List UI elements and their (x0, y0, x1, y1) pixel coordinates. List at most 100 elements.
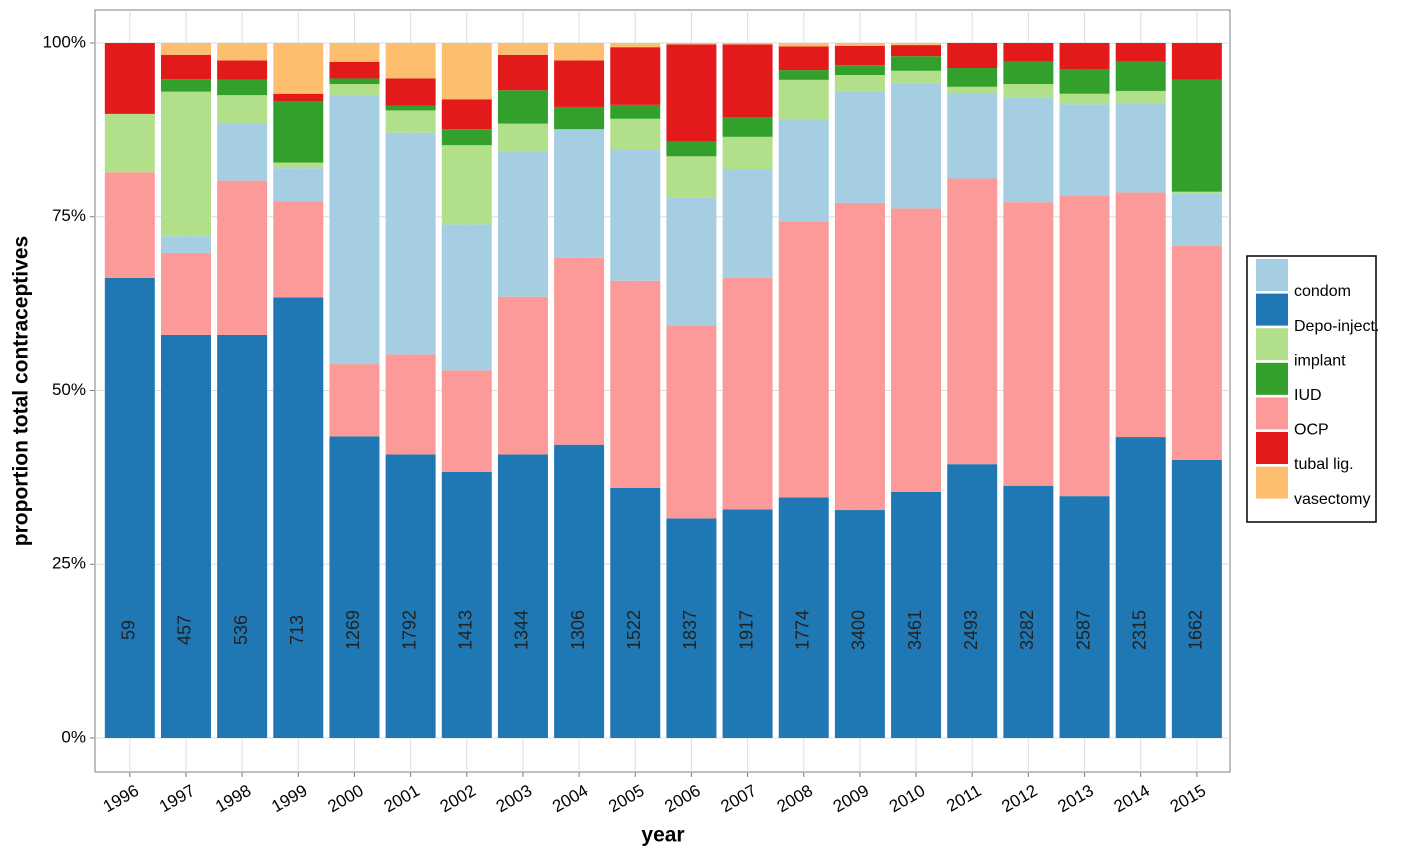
x-tick-label: 2001 (381, 781, 423, 816)
bar-segment (217, 180, 268, 335)
legend-key (1256, 397, 1288, 430)
bar-segment (947, 178, 998, 465)
bar-segment (1003, 43, 1054, 62)
bar-segment (666, 141, 717, 157)
bar-segment (160, 43, 211, 55)
count-label: 1774 (792, 610, 812, 650)
count-label: 2315 (1129, 610, 1149, 650)
bar-segment (329, 84, 380, 96)
bar-segment (497, 454, 548, 738)
x-tick-label: 2002 (437, 781, 479, 816)
bar-segment (1171, 193, 1222, 246)
bar-segment (273, 162, 324, 169)
bar-segment (1003, 485, 1054, 738)
bar-segment (610, 43, 661, 48)
x-tick-label: 2007 (718, 781, 760, 816)
bar-segment (385, 454, 436, 738)
bar-segment (160, 54, 211, 80)
bar-segment (385, 105, 436, 111)
bar-segment (1059, 104, 1110, 196)
bar-segment (834, 510, 885, 738)
count-label: 536 (231, 615, 251, 645)
count-label: 1413 (456, 610, 476, 650)
bar-segment (1059, 195, 1110, 497)
legend-key (1256, 259, 1288, 291)
x-tick-label: 2015 (1167, 781, 1209, 816)
bar-segment (1003, 202, 1054, 486)
bar-segment (441, 370, 492, 472)
legend-label: vasectomy (1294, 491, 1370, 508)
count-label: 3282 (1017, 610, 1037, 650)
bar-segment (160, 91, 211, 237)
bar-segment (947, 86, 998, 94)
bar-segment (497, 54, 548, 91)
bar-segment (104, 172, 155, 278)
bar-segment (834, 91, 885, 203)
bar-segment (778, 70, 829, 80)
bar-segment (1003, 61, 1054, 85)
bar-segment (497, 43, 548, 55)
bar-segment (554, 106, 605, 130)
y-tick-label: 0% (61, 727, 86, 746)
x-tick-label: 2000 (324, 781, 366, 816)
bar-segment (1059, 93, 1110, 105)
bar-segment (610, 47, 661, 105)
legend-key (1256, 362, 1288, 395)
bar-segment (273, 297, 324, 738)
legend-label: condom (1294, 283, 1351, 300)
bar-segment (385, 132, 436, 355)
y-tick-label: 25% (52, 554, 86, 573)
bar-segment (554, 257, 605, 445)
bar-segment (329, 78, 380, 85)
x-tick-label: 2003 (493, 781, 535, 816)
x-tick-label: 2014 (1111, 781, 1153, 816)
legend-key (1256, 466, 1288, 499)
bar-segment (722, 277, 773, 510)
y-tick-label: 50% (52, 380, 86, 399)
bar-segment (778, 221, 829, 498)
bar-segment (385, 110, 436, 133)
bar-segment (666, 325, 717, 519)
bar-segment (722, 43, 773, 45)
bar-segment (778, 43, 829, 47)
legend-label: IUD (1294, 387, 1322, 404)
count-label: 457 (175, 615, 195, 645)
legend-label: tubal lig. (1294, 456, 1354, 473)
count-label: 1344 (512, 610, 532, 650)
bar-segment (722, 44, 773, 118)
bar-segment (1171, 245, 1222, 460)
bar-segment (834, 43, 885, 46)
bar-segment (610, 104, 661, 119)
bar-segment (385, 43, 436, 79)
bar-segment (273, 43, 324, 94)
bar-segment (497, 296, 548, 455)
bar-segment (947, 464, 998, 738)
bar-segment (497, 151, 548, 297)
legend-label: Depo-inject. (1294, 318, 1379, 335)
bar-segment (554, 444, 605, 738)
bar-segment (273, 101, 324, 163)
bar-segment (1003, 84, 1054, 98)
count-label: 1269 (343, 610, 363, 650)
bar-segment (666, 43, 717, 45)
bar-segment (778, 79, 829, 120)
bar-segment (666, 156, 717, 198)
bar-segment (329, 43, 380, 62)
bar-segment (273, 201, 324, 298)
x-tick-label: 1997 (156, 781, 198, 816)
x-tick-label: 2008 (774, 781, 816, 816)
bar-segment (1115, 192, 1166, 438)
count-label: 1522 (624, 610, 644, 650)
legend-key (1256, 293, 1288, 326)
bar-segment (104, 43, 155, 114)
bar-segment (891, 45, 942, 57)
x-tick-label: 1996 (100, 781, 142, 816)
bar-segment (497, 90, 548, 124)
bar-segment (722, 117, 773, 137)
bar-segment (160, 236, 211, 253)
x-tick-label: 2010 (886, 781, 928, 816)
bar-segment (722, 509, 773, 738)
legend-key (1256, 432, 1288, 464)
bar-segment (947, 93, 998, 179)
